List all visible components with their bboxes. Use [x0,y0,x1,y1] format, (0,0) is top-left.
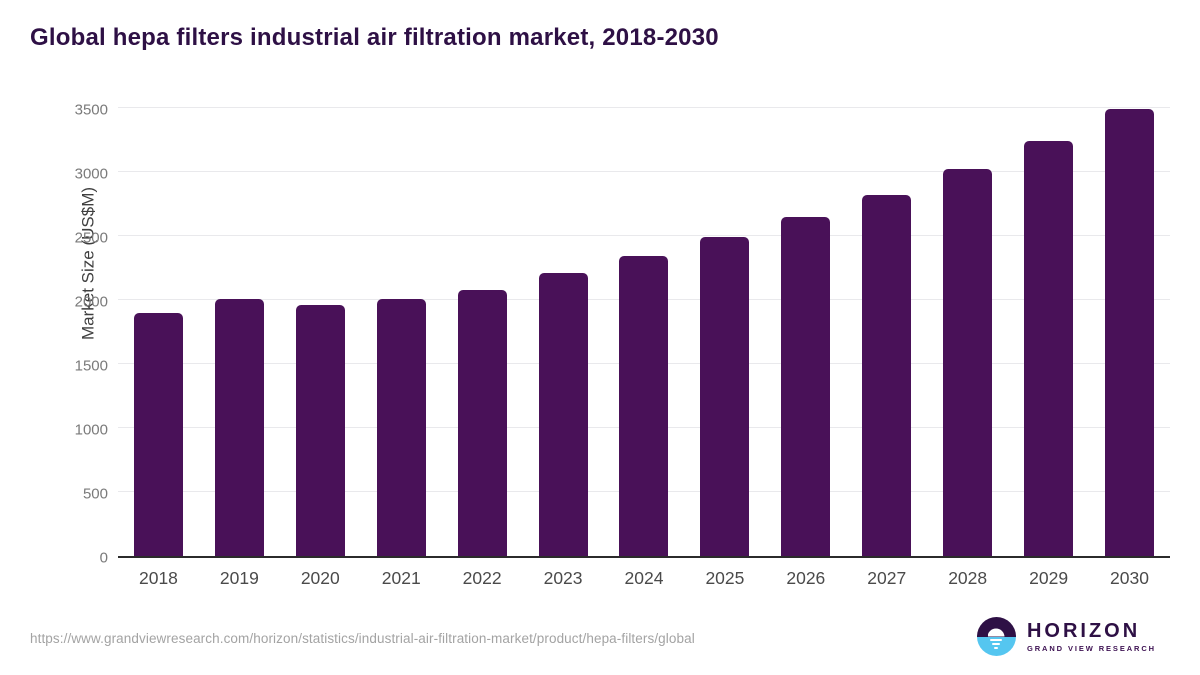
source-url: https://www.grandviewresearch.com/horizo… [30,631,695,646]
chart-title: Global hepa filters industrial air filtr… [30,24,719,51]
y-tick-label-2000: 2000 [74,293,108,311]
x-axis-label-2024: 2024 [624,568,664,588]
x-axis-label-2018: 2018 [138,568,178,588]
logo-name: HORIZON [1026,619,1141,642]
bar-2020 [295,305,345,556]
horizon-logo-icon [976,617,1016,656]
bar-2026 [781,216,831,556]
x-axis-label-2026: 2026 [786,568,826,588]
bar-band-2022 [442,110,523,556]
x-axis-labels: 2018 2019 2020 2021 2022 2023 2024 2025 2026 2027… [118,568,1170,589]
bar-2019 [214,298,264,556]
gridline-2500 [118,235,1170,236]
y-tick-label-1500: 1500 [74,357,108,375]
x-axis-label-2019: 2019 [219,568,259,588]
bar-2025 [700,237,750,556]
y-tick-label-2500: 2500 [74,229,108,247]
gridline-3000 [118,171,1170,172]
y-tick-label-500: 500 [82,485,108,503]
bar-2027 [862,195,912,556]
bar-band-2024 [604,110,685,556]
bar-band-2027 [846,110,927,556]
bar-band-2029 [1008,110,1089,556]
bar-band-2018 [118,110,199,556]
y-tick-label-0: 0 [99,549,108,567]
bar-2029 [1024,141,1074,556]
bar-2018 [133,312,183,556]
x-axis-label-2022: 2022 [462,568,502,588]
x-axis-label-2030: 2030 [1110,568,1149,588]
x-axis-label-2020: 2020 [300,568,340,588]
x-axis-label-2021: 2021 [381,568,421,588]
bar-2030 [1105,109,1155,556]
logo-subtext: GRAND VIEW RESEARCH [1026,643,1156,653]
x-axis-label-2023: 2023 [543,568,583,588]
y-tick-label-1000: 1000 [74,421,108,439]
bar-band-2023 [523,110,604,556]
y-tick-label-3500: 3500 [74,101,108,119]
bar-2021 [376,298,426,556]
x-axis-label-2027: 2027 [867,568,907,588]
bar-2022 [457,289,507,556]
gridline-3500 [118,107,1170,108]
y-axis-tick-labels: 0 500 1000 1500 2000 2500 3000 3500 [0,102,108,567]
bar-band-2019 [199,110,280,556]
x-axis-label-2025: 2025 [705,568,745,588]
bar-band-2030 [1089,109,1170,556]
bar-2028 [943,169,993,556]
bar-2024 [619,256,669,556]
bar-band-2025 [684,110,765,556]
bar-band-2028 [927,110,1008,556]
bar-band-2020 [280,110,361,556]
bar-chart-plot-area [118,107,1170,558]
horizon-logo: HORIZON GRAND VIEW RESEARCH [976,617,1156,656]
x-axis-label-2029: 2029 [1029,568,1069,588]
y-tick-label-3000: 3000 [74,165,108,183]
x-axis-label-2028: 2028 [948,568,988,588]
bar-2023 [538,273,588,556]
bar-band-2026 [765,110,846,556]
bar-band-2021 [361,110,442,556]
